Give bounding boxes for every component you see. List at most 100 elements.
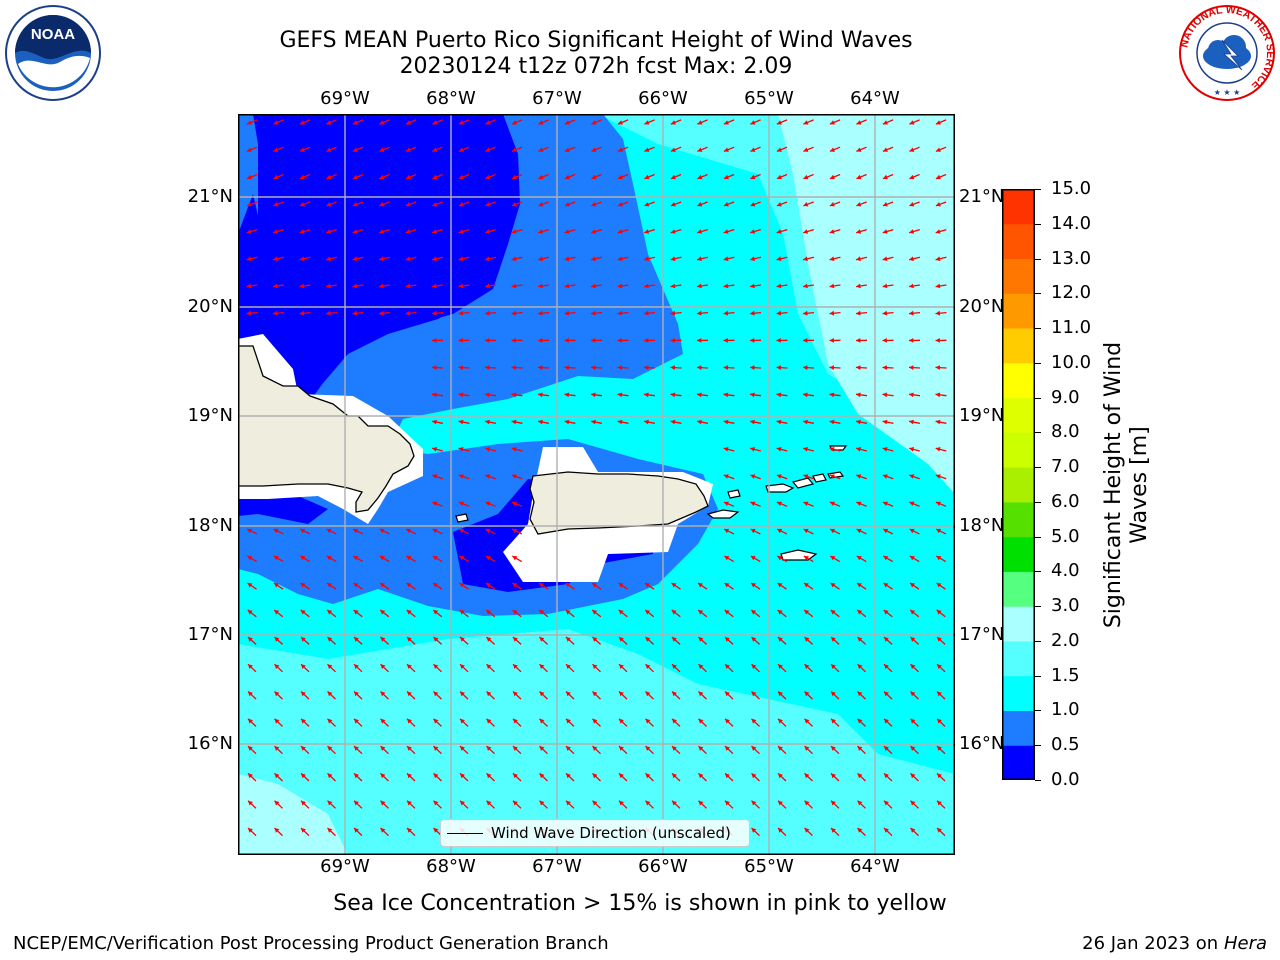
colorbar-frame: [1002, 189, 1035, 780]
wave-arrow-head: [512, 528, 518, 534]
wave-arrow-head: [697, 147, 703, 152]
wave-arrow-head: [326, 556, 332, 561]
lon-label-top: 64°W: [850, 88, 900, 109]
wave-arrow-head: [909, 283, 914, 289]
wave-arrow-head: [803, 310, 808, 316]
wave-arrow-head: [751, 800, 757, 806]
wave-arrow-head: [301, 691, 306, 697]
wave-arrow-head: [458, 365, 463, 370]
lat-label-right: 17°N: [959, 624, 1005, 645]
wave-arrow-head: [909, 419, 914, 425]
colorbar-ticks: 0.0 0.5 1.0 1.5 2.0 3.0 4.0 5.0 6.0 7.0 8.0 9.0 10.0…: [1035, 179, 1095, 790]
wave-arrow-head: [486, 610, 492, 615]
wave-arrow-head: [274, 718, 280, 724]
wave-arrow-head: [725, 718, 730, 724]
wave-arrow-head: [379, 229, 385, 234]
wave-arrow-head: [935, 283, 941, 289]
wave-arrow-head: [327, 691, 333, 697]
lat-label-left: 19°N: [187, 405, 233, 426]
wave-arrow-head: [432, 202, 438, 207]
wave-arrow-head: [327, 828, 333, 833]
wave-arrow-head: [935, 501, 941, 506]
footer-credit: NCEP/EMC/Verification Post Processing Pr…: [13, 933, 609, 954]
wave-arrow-head: [433, 718, 439, 724]
wave-arrow-head: [750, 120, 756, 125]
wave-arrow-head: [301, 800, 306, 806]
wave-arrow-head: [829, 229, 835, 234]
wave-arrow-head: [883, 610, 889, 615]
lon-label-top: 66°W: [638, 88, 688, 109]
wave-arrow-head: [405, 283, 411, 289]
wave-arrow-head: [644, 338, 649, 343]
wave-arrow-head: [511, 229, 517, 234]
wave-arrow-head: [406, 610, 412, 615]
wave-arrow-head: [459, 610, 465, 615]
wave-arrow-head: [380, 610, 386, 615]
wave-arrow-head: [538, 256, 543, 262]
wave-arrow-head: [592, 746, 598, 751]
wave-arrow-head: [379, 528, 385, 534]
wave-arrow-head: [352, 283, 358, 289]
colorbar-swatch: [1002, 571, 1035, 607]
wave-arrow-head: [857, 610, 863, 615]
wave-arrow-head: [777, 637, 783, 642]
wave-arrow-head: [856, 419, 861, 425]
wave-arrow-head: [511, 474, 517, 479]
wave-arrow-head: [830, 528, 836, 534]
wave-arrow-head: [936, 637, 942, 642]
wave-arrow-head: [803, 338, 808, 343]
colorbar-tick-mark: [1035, 745, 1041, 747]
wave-arrow-head: [857, 664, 863, 669]
wave-arrow-head: [831, 718, 836, 724]
colorbar-swatch: [1002, 362, 1035, 399]
wave-arrow-head: [592, 800, 598, 806]
wave-arrow-head: [935, 202, 941, 207]
wave-arrow-head: [884, 773, 889, 779]
wave-arrow-head: [248, 718, 253, 724]
wave-arrow-head: [935, 419, 941, 425]
wave-arrow-head: [829, 310, 835, 316]
wave-arrow-head: [804, 691, 810, 697]
wave-height-map: [238, 114, 955, 855]
wave-arrow-head: [803, 447, 808, 452]
colorbar-swatches: [1002, 189, 1035, 781]
wave-arrow-head: [406, 583, 412, 588]
wave-arrow-head: [591, 229, 597, 234]
wave-arrow-head: [750, 501, 756, 506]
wave-arrow-head: [273, 528, 279, 534]
wave-arrow-head: [909, 528, 915, 534]
wave-arrow-head: [645, 664, 651, 669]
wave-arrow-head: [299, 310, 305, 316]
wave-arrow-head: [433, 691, 439, 697]
wave-arrow-head: [936, 610, 942, 615]
lon-label-bottom: 69°W: [320, 856, 370, 877]
wave-arrow-head: [751, 773, 757, 779]
wave-arrow-head: [458, 120, 464, 125]
wave-arrow-head: [698, 637, 704, 642]
wave-arrow-head: [405, 147, 411, 152]
wave-arrow-head: [538, 283, 543, 289]
wave-arrow-head: [856, 474, 862, 479]
wave-arrow-head: [248, 800, 253, 806]
wave-arrow-head: [539, 800, 545, 806]
wave-arrow-head: [619, 746, 624, 751]
lon-label-bottom: 68°W: [426, 856, 476, 877]
wave-arrow-head: [458, 283, 464, 289]
wave-arrow-head: [513, 746, 518, 751]
wave-arrow-head: [405, 202, 411, 207]
lat-label-left: 20°N: [187, 296, 233, 317]
lat-label-left: 18°N: [187, 515, 233, 536]
wave-arrow-head: [591, 120, 597, 125]
wave-arrow-head: [354, 718, 359, 724]
wave-arrow-head: [750, 528, 756, 534]
wave-arrow-head: [937, 746, 942, 751]
wave-arrow-head: [698, 746, 704, 751]
wave-arrow-head: [909, 256, 914, 262]
wave-arrow-head: [511, 283, 517, 289]
wave-arrow-head: [352, 202, 358, 207]
wave-arrow-head: [856, 120, 862, 125]
wave-arrow-head: [804, 718, 810, 724]
wave-arrow-head: [725, 800, 730, 806]
colorbar-tick-label: 3.0: [1051, 595, 1080, 617]
wave-arrow-head: [354, 691, 359, 697]
